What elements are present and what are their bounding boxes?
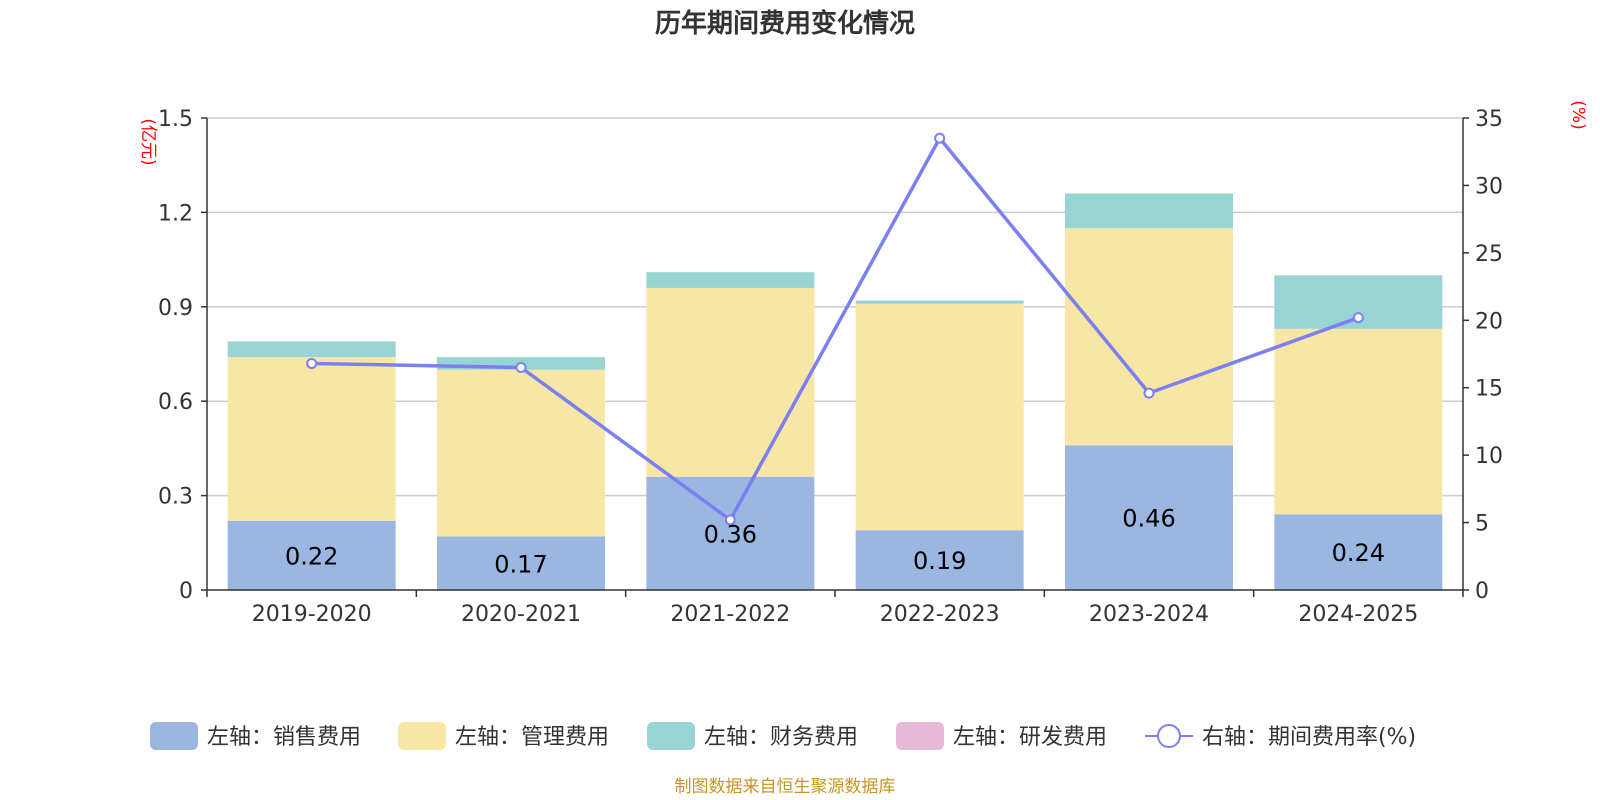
bar xyxy=(227,520,396,590)
rate-line-point xyxy=(306,357,318,369)
right-tick-label: 0 xyxy=(1475,579,1489,604)
data-source: 制图数据来自恒生聚源数据库 xyxy=(675,777,896,797)
legend-swatch xyxy=(398,722,446,750)
bar xyxy=(1065,193,1233,229)
bar xyxy=(855,303,1024,531)
legend-label: 左轴：管理费用 xyxy=(455,725,609,750)
bar-labels: 0.22 0.17 0.36 0.19 0.46 0.24 xyxy=(285,505,1385,579)
left-tick-label: 0.3 xyxy=(158,485,193,510)
bar xyxy=(437,369,605,537)
bar xyxy=(855,300,1024,304)
bar xyxy=(1274,328,1443,515)
legend-marker-swatch xyxy=(1157,724,1181,748)
rate-line-path xyxy=(311,135,1359,523)
legend-swatch xyxy=(647,722,695,750)
x-tick-label: 2021-2022 xyxy=(670,602,790,627)
right-tick-label: 30 xyxy=(1475,174,1503,199)
bar xyxy=(646,272,815,288)
axes: 0 0.3 0.6 0.9 1.2 1.5 0 5 10 15 20 25 30 35 2019-2020 2… xyxy=(158,107,1503,627)
bar xyxy=(646,476,815,590)
x-tick-label: 2019-2020 xyxy=(252,602,372,627)
right-axis-unit: (%) xyxy=(1568,100,1588,129)
bar xyxy=(227,357,396,521)
bar xyxy=(1065,445,1233,590)
legend-swatch xyxy=(150,722,198,750)
right-tick-label: 10 xyxy=(1475,444,1503,469)
rate-line-point xyxy=(515,361,527,373)
bar xyxy=(437,536,605,590)
legend-label: 左轴：研发费用 xyxy=(953,725,1107,750)
right-tick-label: 35 xyxy=(1475,107,1503,132)
legend-swatch xyxy=(896,722,944,750)
bars xyxy=(227,193,1443,590)
rate-line xyxy=(306,132,1364,526)
rate-line-point xyxy=(724,514,736,526)
x-tick-label: 2020-2021 xyxy=(461,602,581,627)
right-tick-label: 20 xyxy=(1475,309,1503,334)
bar xyxy=(646,287,815,477)
left-tick-label: 0 xyxy=(179,579,193,604)
right-tick-label: 15 xyxy=(1475,377,1503,402)
bar xyxy=(1065,228,1233,446)
left-axis-unit: (亿元) xyxy=(138,118,158,165)
left-tick-label: 0.6 xyxy=(158,390,193,415)
bar-value-label: 0.17 xyxy=(494,550,547,578)
bar xyxy=(855,530,1024,590)
left-tick-label: 1.5 xyxy=(158,107,193,132)
legend-label: 左轴：销售费用 xyxy=(207,725,361,750)
bar-value-label: 0.46 xyxy=(1122,505,1175,533)
x-tick-label: 2024-2025 xyxy=(1298,602,1418,627)
rate-line-point xyxy=(1143,387,1155,399)
legend-label: 左轴：财务费用 xyxy=(704,725,858,750)
right-tick-label: 25 xyxy=(1475,242,1503,267)
bar-value-label: 0.22 xyxy=(285,542,338,570)
x-tick-label: 2022-2023 xyxy=(880,602,1000,627)
bar-value-label: 0.36 xyxy=(704,520,757,548)
bar-value-label: 0.19 xyxy=(913,547,966,575)
left-tick-label: 1.2 xyxy=(158,201,193,226)
bar xyxy=(227,341,396,358)
rate-line-point xyxy=(934,132,946,144)
grid xyxy=(207,117,1463,497)
x-tick-label: 2023-2024 xyxy=(1089,602,1209,627)
rate-line-point xyxy=(1352,312,1364,324)
left-tick-label: 0.9 xyxy=(158,296,193,321)
right-tick-label: 5 xyxy=(1475,512,1489,537)
legend-label: 右轴：期间费用率(%) xyxy=(1202,725,1416,750)
legend: 左轴：销售费用 左轴：管理费用 左轴：财务费用 左轴：研发费用 右轴：期间费用率(%) xyxy=(150,722,1416,750)
bar-value-label: 0.24 xyxy=(1332,539,1385,567)
chart-title: 历年期间费用变化情况 xyxy=(655,8,915,39)
bar xyxy=(1274,514,1443,590)
